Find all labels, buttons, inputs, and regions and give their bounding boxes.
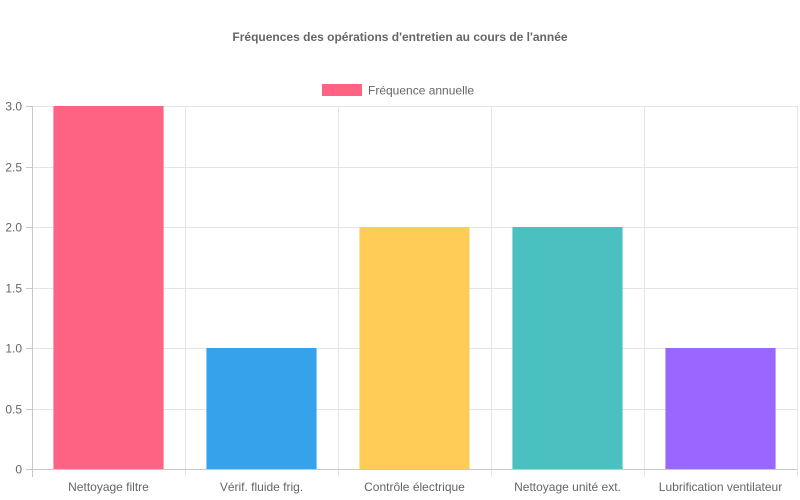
y-tick-label: 1.0 (5, 342, 22, 356)
y-tick-label: 2.0 (5, 221, 22, 235)
y-tick-label: 0.5 (5, 403, 22, 417)
bar[interactable] (512, 227, 623, 469)
y-tick-label: 1.5 (5, 282, 22, 296)
x-tick-label: Lubrification ventilateur (659, 480, 782, 494)
x-tick-label: Nettoyage filtre (68, 480, 149, 494)
chart-title: Fréquences des opérations d'entretien au… (232, 30, 567, 44)
legend-swatch (322, 84, 362, 96)
bar[interactable] (359, 227, 470, 469)
x-tick-label: Vérif. fluide frig. (220, 480, 303, 494)
bar[interactable] (665, 348, 776, 469)
legend-label: Fréquence annuelle (368, 84, 474, 98)
y-tick-label: 2.5 (5, 161, 22, 175)
y-tick-label: 3.0 (5, 100, 22, 114)
tick-labels: 0 0.5 1.0 1.5 2.0 2.5 3.0 Nettoyage filtre Vérif… (5, 100, 782, 495)
legend[interactable]: Fréquence annuelle (322, 84, 474, 98)
y-tick-label: 0 (15, 463, 22, 477)
axes (26, 106, 798, 477)
x-tick-label: Contrôle électrique (364, 480, 465, 494)
bars (53, 106, 776, 469)
bar[interactable] (53, 106, 164, 469)
x-tick-label: Nettoyage unité ext. (514, 480, 621, 494)
bar[interactable] (206, 348, 317, 469)
